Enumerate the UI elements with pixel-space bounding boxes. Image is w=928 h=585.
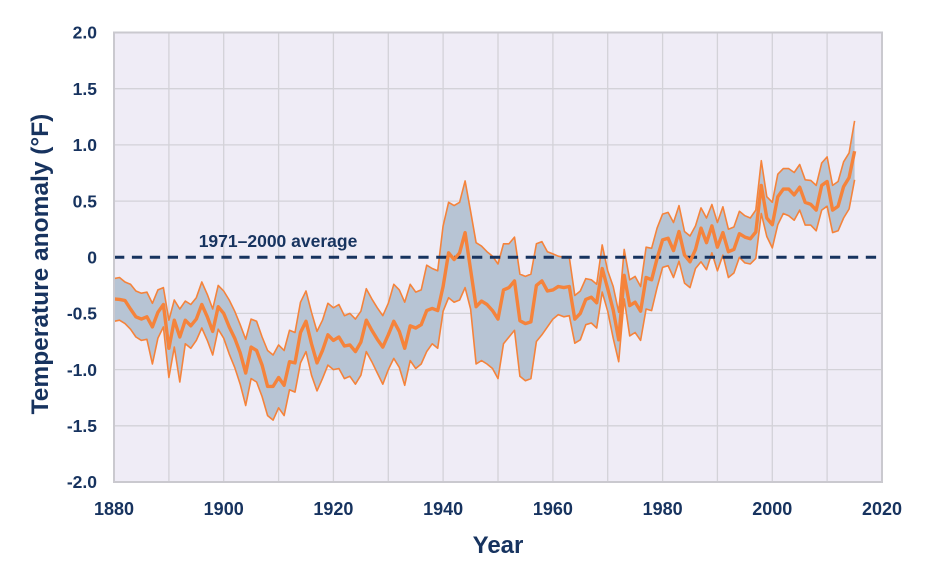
svg-text:1940: 1940 bbox=[423, 499, 463, 519]
svg-text:-0.5: -0.5 bbox=[67, 304, 97, 324]
svg-text:-2.0: -2.0 bbox=[67, 472, 97, 492]
svg-text:1980: 1980 bbox=[643, 499, 683, 519]
svg-text:2020: 2020 bbox=[862, 499, 902, 519]
svg-text:1.5: 1.5 bbox=[73, 79, 98, 99]
svg-text:2000: 2000 bbox=[752, 499, 792, 519]
svg-text:0: 0 bbox=[87, 247, 97, 267]
svg-text:Temperature anomaly (°F): Temperature anomaly (°F) bbox=[27, 114, 54, 415]
svg-text:2.0: 2.0 bbox=[73, 23, 98, 43]
svg-text:1971–2000 average: 1971–2000 average bbox=[199, 231, 358, 251]
svg-text:1960: 1960 bbox=[533, 499, 573, 519]
svg-text:Year: Year bbox=[473, 532, 524, 559]
svg-text:1880: 1880 bbox=[94, 499, 134, 519]
svg-text:1.0: 1.0 bbox=[73, 135, 98, 155]
svg-text:1900: 1900 bbox=[204, 499, 244, 519]
svg-text:0.5: 0.5 bbox=[73, 191, 98, 211]
svg-text:-1.0: -1.0 bbox=[67, 360, 97, 380]
svg-text:1920: 1920 bbox=[313, 499, 353, 519]
svg-text:-1.5: -1.5 bbox=[67, 416, 97, 436]
